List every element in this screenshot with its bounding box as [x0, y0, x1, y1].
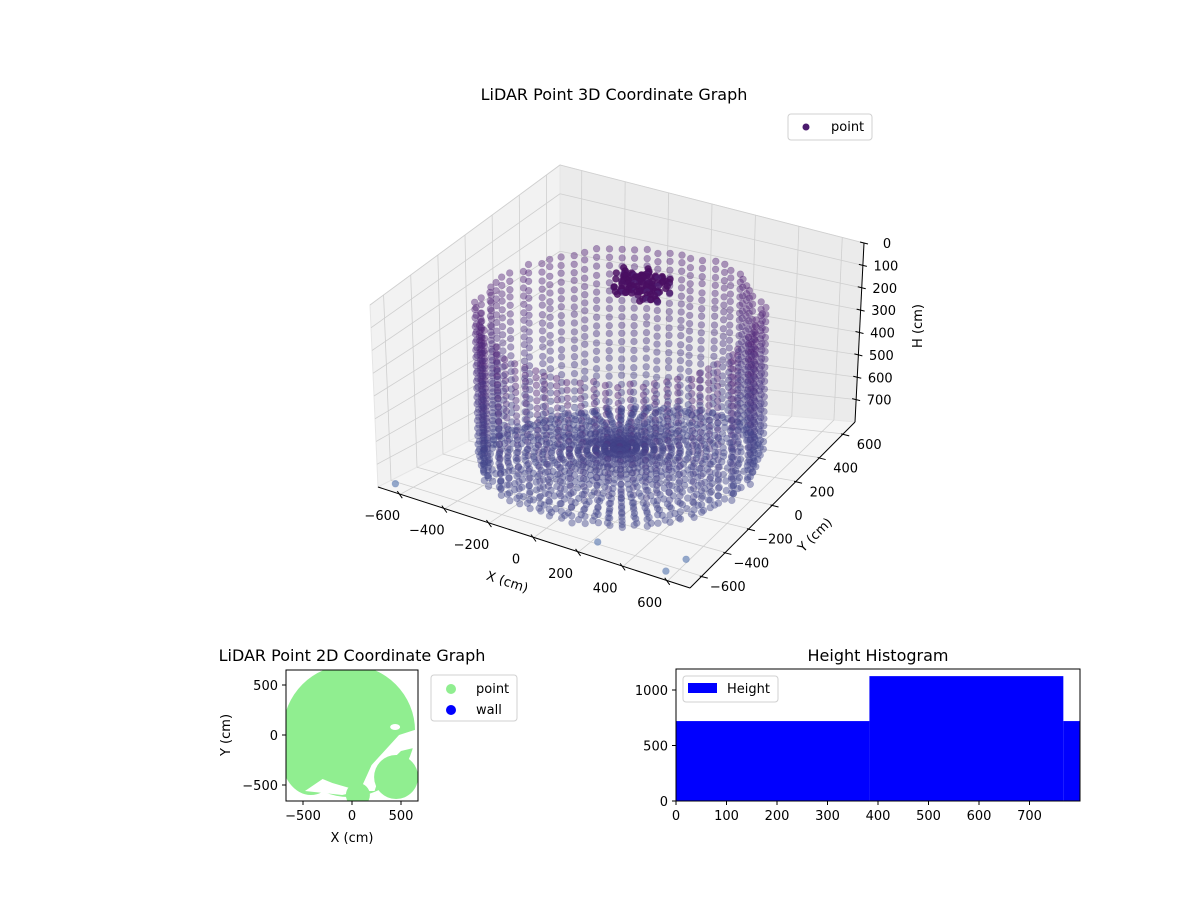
legend-label-point-2d: point [476, 682, 509, 697]
y-tick-label: 200 [810, 485, 835, 500]
legend-label-height: Height [727, 682, 770, 697]
plot-histogram: Height Histogram 0 100 200 300 400 500 600 7000… [635, 646, 1081, 824]
x-tick-label-2d: 0 [348, 809, 356, 824]
z-axis-label-3d: H (cm) [911, 304, 926, 348]
x-tick-label-hist: 100 [714, 809, 739, 824]
x-tick-label: 0 [512, 553, 520, 568]
x-tick-label-2d: −500 [285, 809, 321, 824]
legend-marker-point [802, 123, 810, 131]
plot-3d-title: LiDAR Point 3D Coordinate Graph [481, 85, 748, 104]
x-tick-label-hist: 0 [672, 809, 680, 824]
histogram-bar [869, 676, 1064, 801]
x-axis-label-2d: X (cm) [331, 831, 374, 846]
z-tick-label: 100 [873, 259, 898, 274]
plot-3d-ticks: −600−400−2000200400600−600−400−200020040… [364, 237, 898, 611]
y-tick-label: −200 [757, 533, 793, 548]
legend-marker-wall-2d [446, 705, 456, 715]
x-axis-label-3d: X (cm) [484, 569, 530, 597]
x-tick-label-hist: 700 [1017, 809, 1042, 824]
z-tick-label: 0 [883, 237, 891, 252]
histogram-legend: Height [682, 675, 779, 703]
x-tick-label: −200 [454, 538, 490, 553]
z-tick-label: 300 [871, 304, 896, 319]
legend-label-point: point [831, 120, 864, 135]
histogram-bar [1063, 721, 1080, 801]
x-tick-label-hist: 600 [967, 809, 992, 824]
x-axis-line [377, 486, 691, 589]
y-tick-label-hist: 1000 [635, 684, 668, 699]
y-tick-label: 0 [794, 509, 802, 524]
plot-2d: LiDAR Point 2D Coordinate Graph −500 0 500… [219, 646, 518, 846]
z-tick-label: 500 [869, 349, 894, 364]
x-tick-label-hist: 200 [765, 809, 790, 824]
x-tick-label: −600 [364, 509, 400, 524]
y-tick-label-hist: 500 [643, 740, 668, 755]
histogram-ticks: 0 100 200 300 400 500 600 700 0 500 1000 [635, 684, 1042, 824]
plot-3d-gridlines [369, 164, 865, 582]
x-tick-label-hist: 300 [815, 809, 840, 824]
plot-2d-point-cloud [286, 670, 418, 801]
x-tick-label: 600 [637, 596, 662, 611]
x-tick-label-2d: 500 [389, 809, 414, 824]
x-tick-label-hist: 400 [866, 809, 891, 824]
plot-2d-ticks: −500 0 500 −500 0 500 [242, 679, 413, 824]
histogram-bars [676, 676, 1080, 801]
x-tick-label: 200 [548, 567, 573, 582]
y-tick-label: −400 [733, 556, 769, 571]
x-tick-label-hist: 500 [916, 809, 941, 824]
legend-swatch-height [688, 683, 717, 693]
plot-3d-legend: point [787, 113, 873, 141]
legend-marker-point-2d [446, 684, 456, 694]
y-axis-label-2d: Y (cm) [219, 714, 234, 757]
z-tick-label: 200 [872, 282, 897, 297]
histogram-title: Height Histogram [808, 646, 949, 665]
z-tick-label: 600 [868, 371, 893, 386]
y-tick-label: 400 [833, 462, 858, 477]
z-tick-label: 400 [870, 327, 895, 342]
y-tick-label-hist: 0 [660, 795, 668, 810]
plot-3d-panes [369, 164, 865, 589]
legend-label-wall-2d: wall [476, 703, 502, 718]
plot-3d-points [391, 245, 770, 575]
plot-2d-legend: point wall [430, 674, 518, 722]
histogram-bar [676, 721, 870, 801]
y-tick-label-2d: −500 [242, 779, 278, 794]
z-tick-label: 700 [867, 394, 892, 409]
y-tick-label-2d: 0 [270, 729, 278, 744]
plot-2d-title: LiDAR Point 2D Coordinate Graph [219, 646, 486, 665]
y-tick-label: −600 [710, 580, 746, 595]
plot-3d: LiDAR Point 3D Coordinate Graph −600 −400… [364, 85, 926, 611]
x-tick-label: −400 [409, 524, 445, 539]
x-tick-label: 400 [593, 581, 618, 596]
y-tick-label: 600 [857, 438, 882, 453]
y-tick-label-2d: 500 [253, 679, 278, 694]
